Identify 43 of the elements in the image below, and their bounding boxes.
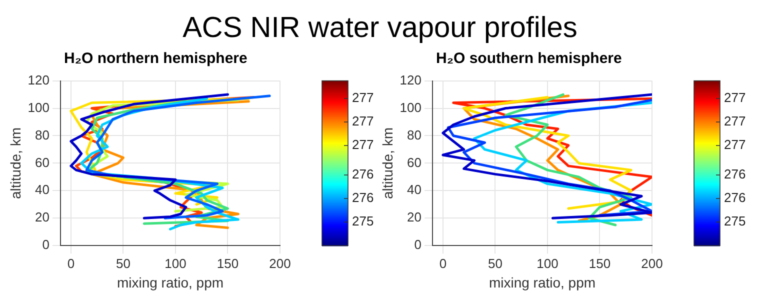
x-tick-label: 100 — [536, 256, 558, 271]
color-bar-label: 276 — [352, 166, 374, 182]
y-tick-label: 0 — [42, 237, 50, 252]
color-bar-label: 276 — [352, 190, 374, 206]
x-tick-label: 0 — [67, 256, 75, 271]
y-tick-label: 60 — [407, 154, 422, 170]
x-axis-title: mixing ratio, ppm — [488, 274, 596, 290]
y-axis-title: altitude, km — [7, 127, 24, 199]
y-tick-label: 80 — [35, 127, 50, 142]
color-bar-label: 277 — [352, 114, 374, 129]
y-axis-title: altitude, km — [379, 127, 396, 199]
y-tick-label: 100 — [400, 100, 422, 115]
x-tick-label: 200 — [269, 256, 291, 271]
x-tick-label: 150 — [588, 256, 611, 271]
y-tick-label: 20 — [407, 210, 422, 225]
color-bar-label: 277 — [724, 137, 746, 152]
color-bar-label: 277 — [352, 90, 374, 106]
x-axis-title: mixing ratio, ppm — [116, 274, 224, 290]
color-bar-label: 276 — [724, 190, 746, 206]
color-bar-label: 275 — [352, 214, 374, 229]
y-tick-label: 40 — [407, 182, 422, 198]
x-tick-label: 50 — [116, 256, 130, 271]
color-bar-label: 277 — [724, 90, 746, 106]
y-tick-label: 20 — [35, 210, 50, 225]
x-tick-label: 0 — [439, 256, 447, 271]
chart-subtitle: H₂O southern hemisphere — [435, 50, 623, 69]
color-bar-label: 277 — [352, 137, 374, 152]
chart-subtitle: H₂O northern hemisphere — [63, 50, 248, 69]
text: ACS NIR water vapour profiles — [182, 11, 578, 46]
x-tick-label: 200 — [641, 256, 663, 271]
y-tick-label: 120 — [28, 72, 50, 88]
y-tick-label: 40 — [35, 182, 50, 198]
color-bar-label: 275 — [724, 214, 746, 229]
y-tick-label: 120 — [400, 72, 422, 88]
y-tick-label: 60 — [35, 154, 50, 170]
color-bar-label: 277 — [724, 114, 746, 129]
y-tick-label: 80 — [407, 127, 422, 142]
color-bar-label: 276 — [724, 166, 746, 182]
x-tick-label: 150 — [216, 256, 239, 271]
x-tick-label: 50 — [488, 256, 502, 271]
y-tick-label: 0 — [414, 237, 422, 252]
x-tick-label: 100 — [164, 256, 186, 271]
y-tick-label: 100 — [28, 100, 50, 115]
